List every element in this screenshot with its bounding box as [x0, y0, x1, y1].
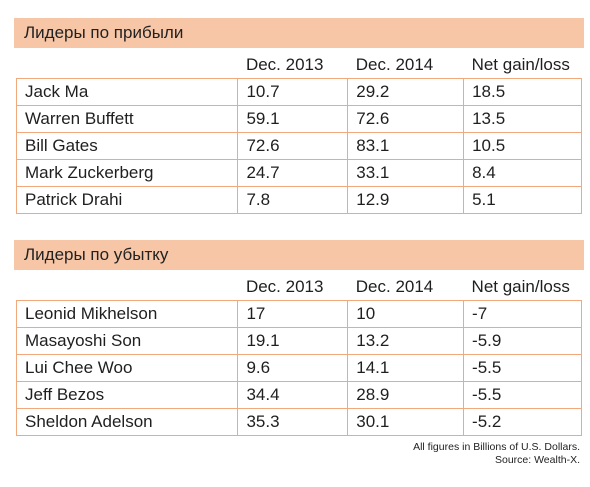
- column-header-row: Dec. 2013 Dec. 2014 Net gain/loss: [17, 274, 582, 301]
- value-cell: 13.2: [347, 327, 465, 355]
- gainers-table: Dec. 2013 Dec. 2014 Net gain/loss Jack Ma 1…: [15, 52, 582, 214]
- gainers-section: Лидеры по прибыли Dec. 2013 Dec. 2014 Net …: [14, 18, 584, 214]
- value-cell: 33.1: [347, 159, 465, 187]
- value-cell: 10.5: [463, 132, 582, 160]
- column-header: [17, 274, 238, 301]
- value-cell: 34.4: [237, 381, 349, 409]
- value-cell: 59.1: [237, 105, 349, 133]
- table-row: Warren Buffett 59.1 72.6 13.5: [15, 105, 582, 133]
- person-name-cell: Patrick Drahi: [15, 186, 239, 214]
- value-cell: 10.7: [237, 78, 349, 106]
- value-cell: 13.5: [463, 105, 582, 133]
- value-cell: 35.3: [237, 408, 349, 436]
- table-row: Bill Gates 72.6 83.1 10.5: [15, 132, 582, 160]
- footnote-source: Source: Wealth-X.: [494, 454, 580, 466]
- gainers-header-row: Dec. 2013 Dec. 2014 Net gain/loss: [17, 52, 582, 79]
- person-name-cell: Bill Gates: [15, 132, 239, 160]
- table-row: Jeff Bezos 34.4 28.9 -5.5: [15, 381, 582, 409]
- value-cell: 24.7: [237, 159, 349, 187]
- person-name-cell: Masayoshi Son: [15, 327, 239, 355]
- value-cell: 28.9: [347, 381, 465, 409]
- value-cell: 14.1: [347, 354, 465, 382]
- table-row: Mark Zuckerberg 24.7 33.1 8.4: [15, 159, 582, 187]
- value-cell: 30.1: [347, 408, 465, 436]
- footnote-units: All figures in Billions of U.S. Dollars.: [413, 441, 580, 453]
- table-row: Leonid Mikhelson 17 10 -7: [15, 300, 582, 328]
- gainers-title: Лидеры по прибыли: [14, 18, 584, 48]
- value-cell: 72.6: [237, 132, 349, 160]
- column-header: Dec. 2013: [245, 55, 324, 74]
- table-row: Lui Chee Woo 9.6 14.1 -5.5: [15, 354, 582, 382]
- table-row: Patrick Drahi 7.8 12.9 5.1: [15, 186, 582, 214]
- value-cell: 7.8: [237, 186, 349, 214]
- table-row: Jack Ma 10.7 29.2 18.5: [15, 78, 582, 106]
- footnote: All figures in Billions of U.S. Dollars.…: [413, 441, 580, 467]
- value-cell: 5.1: [463, 186, 582, 214]
- person-name-cell: Sheldon Adelson: [15, 408, 239, 436]
- column-header: Net gain/loss: [471, 55, 570, 74]
- losers-table: Dec. 2013 Dec. 2014 Net gain/loss Leonid M…: [15, 274, 582, 436]
- value-cell: 72.6: [347, 105, 465, 133]
- value-cell: -5.5: [463, 381, 582, 409]
- person-name-cell: Jack Ma: [15, 78, 239, 106]
- table-row: Sheldon Adelson 35.3 30.1 -5.2: [15, 408, 582, 436]
- column-header-row: Dec. 2013 Dec. 2014 Net gain/loss: [17, 52, 582, 79]
- column-header: Net gain/loss: [471, 277, 570, 296]
- person-name-cell: Jeff Bezos: [15, 381, 239, 409]
- table-row: Masayoshi Son 19.1 13.2 -5.9: [15, 327, 582, 355]
- losers-header-row: Dec. 2013 Dec. 2014 Net gain/loss: [17, 274, 582, 301]
- value-cell: 19.1: [237, 327, 349, 355]
- gainers-body: Jack Ma 10.7 29.2 18.5 Warren Buffett 59.1 72.…: [15, 78, 582, 214]
- column-header: Dec. 2013: [245, 277, 324, 296]
- value-cell: 8.4: [463, 159, 582, 187]
- person-name-cell: Warren Buffett: [15, 105, 239, 133]
- value-cell: 29.2: [347, 78, 465, 106]
- value-cell: 18.5: [463, 78, 582, 106]
- value-cell: -7: [463, 300, 582, 328]
- value-cell: 83.1: [347, 132, 465, 160]
- value-cell: -5.2: [463, 408, 582, 436]
- person-name-cell: Mark Zuckerberg: [15, 159, 239, 187]
- column-header: Dec. 2014: [355, 277, 434, 296]
- value-cell: -5.9: [463, 327, 582, 355]
- losers-body: Leonid Mikhelson 17 10 -7 Masayoshi Son 19.1 1…: [15, 300, 582, 436]
- losers-section: Лидеры по убытку Dec. 2013 Dec. 2014 Net g…: [14, 240, 584, 436]
- losers-title: Лидеры по убытку: [14, 240, 584, 270]
- value-cell: -5.5: [463, 354, 582, 382]
- person-name-cell: Leonid Mikhelson: [15, 300, 239, 328]
- value-cell: 9.6: [237, 354, 349, 382]
- value-cell: 12.9: [347, 186, 465, 214]
- person-name-cell: Lui Chee Woo: [15, 354, 239, 382]
- value-cell: 17: [237, 300, 349, 328]
- column-header: [17, 52, 238, 79]
- value-cell: 10: [347, 300, 465, 328]
- column-header: Dec. 2014: [355, 55, 434, 74]
